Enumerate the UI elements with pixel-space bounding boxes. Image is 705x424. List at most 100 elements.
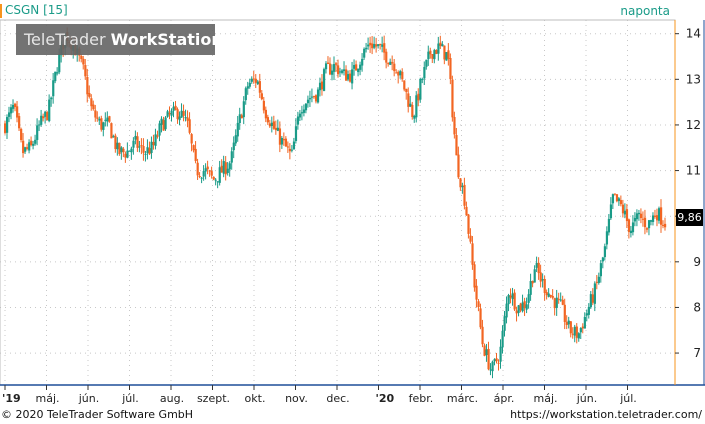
candle-body bbox=[619, 200, 623, 205]
candle-body bbox=[216, 181, 219, 183]
candle-body bbox=[585, 313, 588, 316]
candle-body bbox=[355, 64, 358, 71]
candle-body bbox=[617, 198, 621, 202]
candle-body bbox=[649, 220, 653, 222]
candle-body bbox=[102, 122, 105, 130]
candle-body bbox=[230, 151, 233, 163]
candle-body bbox=[124, 153, 127, 158]
candle-body bbox=[194, 148, 197, 162]
symbol-marker bbox=[0, 4, 2, 18]
candle-body bbox=[244, 88, 247, 101]
candle-body bbox=[16, 106, 19, 118]
candle-body bbox=[405, 88, 408, 92]
candle-body bbox=[328, 63, 332, 75]
candle-body bbox=[527, 294, 530, 303]
y-axis: 7 8 9 11 12 13 14 bbox=[675, 27, 701, 360]
candle-body bbox=[369, 42, 372, 46]
candle-body bbox=[234, 135, 237, 144]
x-tick-label: nov. bbox=[285, 392, 308, 405]
candle-body bbox=[379, 43, 382, 46]
candle-body bbox=[395, 72, 398, 74]
candle-body bbox=[465, 206, 468, 216]
candle-body bbox=[627, 219, 631, 232]
candle-body bbox=[525, 304, 528, 310]
candle-body bbox=[158, 123, 161, 136]
candle-body bbox=[226, 168, 229, 173]
candle-body bbox=[515, 310, 518, 314]
candle-body bbox=[18, 116, 21, 129]
candle-body bbox=[613, 193, 617, 195]
website-link[interactable]: https://workstation.teletrader.com/ bbox=[510, 408, 702, 421]
candle-body bbox=[427, 51, 430, 60]
candle-body bbox=[180, 110, 183, 118]
chart-title[interactable]: CSGN [15] bbox=[5, 3, 68, 17]
candle-body bbox=[316, 89, 320, 103]
candle-body bbox=[347, 74, 350, 80]
candle-body bbox=[48, 99, 51, 122]
candle-body bbox=[110, 123, 113, 139]
candle-body bbox=[505, 303, 508, 318]
candle-body bbox=[166, 111, 169, 117]
candle-body bbox=[300, 112, 304, 114]
candle-body bbox=[371, 43, 374, 49]
candle-body bbox=[136, 136, 139, 148]
candle-body bbox=[417, 93, 420, 101]
candle-body bbox=[529, 281, 532, 295]
candle-body bbox=[629, 230, 633, 234]
candle-body bbox=[204, 168, 207, 172]
candle-body bbox=[567, 320, 570, 325]
x-tick-label: aug. bbox=[160, 392, 184, 405]
candle-body bbox=[138, 146, 141, 148]
candle-body bbox=[463, 184, 466, 206]
candle-body bbox=[391, 62, 394, 64]
candle-body bbox=[256, 81, 259, 85]
candle-body bbox=[435, 49, 438, 54]
candle-body bbox=[459, 178, 462, 188]
candle-body bbox=[503, 316, 506, 331]
candle-body bbox=[214, 179, 217, 181]
candle-body bbox=[551, 295, 554, 298]
candle-body bbox=[645, 228, 649, 230]
candle-body bbox=[433, 50, 436, 60]
candle-body bbox=[114, 135, 117, 149]
candle-body bbox=[178, 116, 181, 121]
candle-body bbox=[491, 361, 494, 372]
interval-label[interactable]: naponta bbox=[620, 4, 670, 18]
candle-body bbox=[517, 305, 520, 313]
candle-body bbox=[288, 148, 292, 152]
candle-body bbox=[306, 99, 310, 104]
candle-body bbox=[40, 115, 43, 125]
candle-body bbox=[84, 64, 87, 77]
candle-body bbox=[38, 124, 41, 126]
candle-body bbox=[381, 44, 384, 47]
candle-body bbox=[507, 295, 510, 305]
candle-body bbox=[254, 78, 257, 83]
candle-body bbox=[393, 63, 396, 72]
candle-body bbox=[86, 76, 89, 95]
candle-body bbox=[210, 171, 213, 176]
candle-body bbox=[419, 78, 422, 100]
candle-body bbox=[170, 111, 173, 116]
candle-body bbox=[192, 145, 195, 151]
candle-body bbox=[188, 119, 191, 133]
candle-body bbox=[561, 299, 564, 305]
candle-body bbox=[128, 150, 131, 152]
candle-body bbox=[429, 50, 432, 55]
candle-body bbox=[228, 163, 231, 170]
candle-body bbox=[284, 138, 288, 147]
candle-body bbox=[555, 297, 558, 308]
candle-body bbox=[108, 116, 111, 122]
candle-body bbox=[156, 135, 159, 137]
candle-body bbox=[455, 135, 458, 156]
candle-body bbox=[58, 54, 61, 73]
candle-body bbox=[36, 125, 39, 140]
candle-body bbox=[88, 92, 91, 97]
candle-body bbox=[575, 326, 578, 338]
candle-body bbox=[134, 135, 137, 140]
candle-body bbox=[30, 140, 33, 146]
watermark-product: WorkStation bbox=[110, 30, 223, 49]
candle-body bbox=[497, 362, 500, 364]
candle-body bbox=[341, 70, 344, 73]
candle-body bbox=[547, 293, 550, 297]
candle-body bbox=[353, 64, 356, 69]
